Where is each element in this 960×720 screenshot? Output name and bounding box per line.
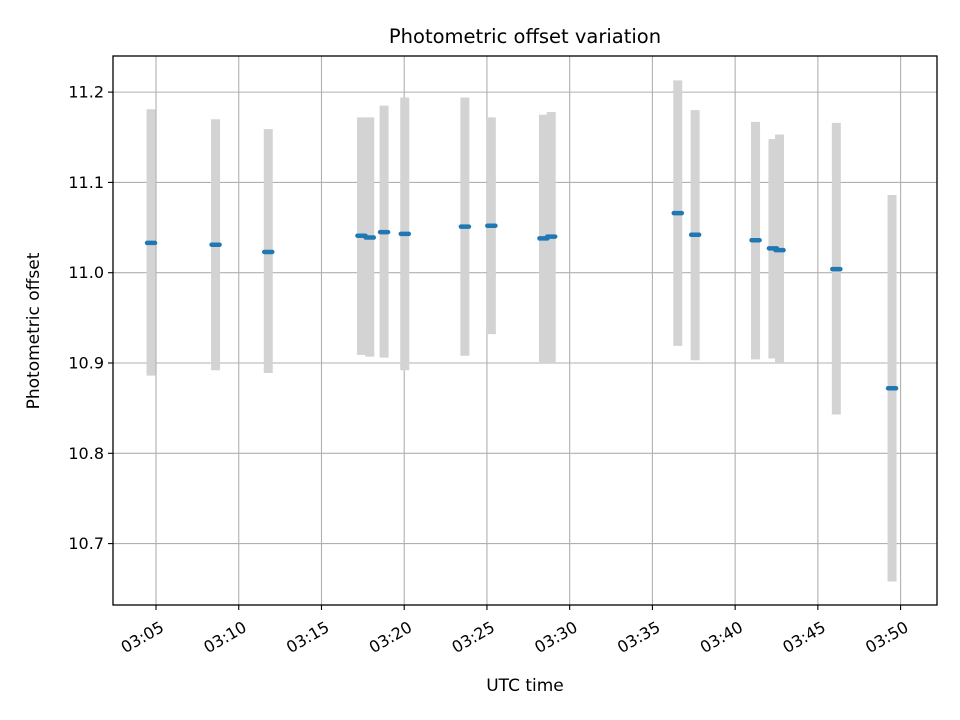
y-axis-ticks: 10.7 10.8 10.9 11.0 11.1 11.2 xyxy=(68,83,113,553)
y-tick-label: 11.1 xyxy=(68,173,104,192)
y-tick-label: 11.0 xyxy=(68,263,104,282)
data-points xyxy=(144,210,899,391)
y-tick-label: 10.8 xyxy=(68,444,104,463)
grid-lines xyxy=(113,56,937,605)
y-tick-label: 10.9 xyxy=(68,354,104,373)
y-axis-label: Photometric offset xyxy=(24,252,44,409)
plot-area xyxy=(113,56,937,605)
plot-frame xyxy=(112,55,938,606)
x-axis-label: UTC time xyxy=(486,676,564,696)
chart-title: Photometric offset variation xyxy=(389,25,661,48)
y-tick-label: 11.2 xyxy=(68,83,104,102)
y-tick-label: 10.7 xyxy=(68,534,104,553)
